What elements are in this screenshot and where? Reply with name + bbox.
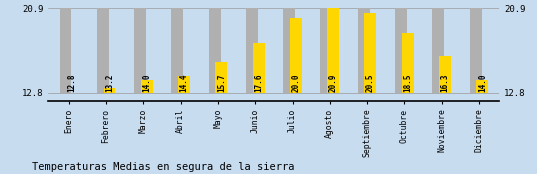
Bar — [97, 8, 108, 93]
Bar — [209, 8, 221, 93]
Text: 14.0: 14.0 — [478, 74, 487, 92]
Text: 14.0: 14.0 — [142, 74, 151, 92]
Bar — [395, 8, 407, 93]
Bar — [365, 13, 376, 93]
Text: 12.8: 12.8 — [68, 74, 77, 92]
Bar — [215, 62, 227, 93]
Bar — [134, 8, 146, 93]
Bar — [358, 8, 369, 93]
Text: 20.9: 20.9 — [329, 74, 338, 92]
Bar — [60, 8, 71, 93]
Text: 18.5: 18.5 — [403, 74, 412, 92]
Bar — [439, 56, 451, 93]
Bar — [469, 8, 482, 93]
Text: 13.2: 13.2 — [105, 74, 114, 92]
Text: 15.7: 15.7 — [217, 74, 226, 92]
Bar — [252, 43, 265, 93]
Bar — [246, 8, 258, 93]
Bar — [327, 8, 339, 93]
Text: 16.3: 16.3 — [440, 74, 449, 92]
Text: 20.0: 20.0 — [292, 74, 300, 92]
Bar — [402, 33, 413, 93]
Text: 14.4: 14.4 — [179, 74, 188, 92]
Text: Temperaturas Medias en segura de la sierra: Temperaturas Medias en segura de la sier… — [32, 162, 295, 172]
Bar — [178, 76, 190, 93]
Bar — [141, 80, 153, 93]
Bar — [476, 80, 488, 93]
Text: 17.6: 17.6 — [254, 74, 263, 92]
Bar — [290, 18, 302, 93]
Bar — [283, 8, 295, 93]
Bar — [321, 8, 332, 93]
Bar — [432, 8, 444, 93]
Text: 20.5: 20.5 — [366, 74, 375, 92]
Bar — [104, 88, 115, 93]
Bar — [171, 8, 183, 93]
